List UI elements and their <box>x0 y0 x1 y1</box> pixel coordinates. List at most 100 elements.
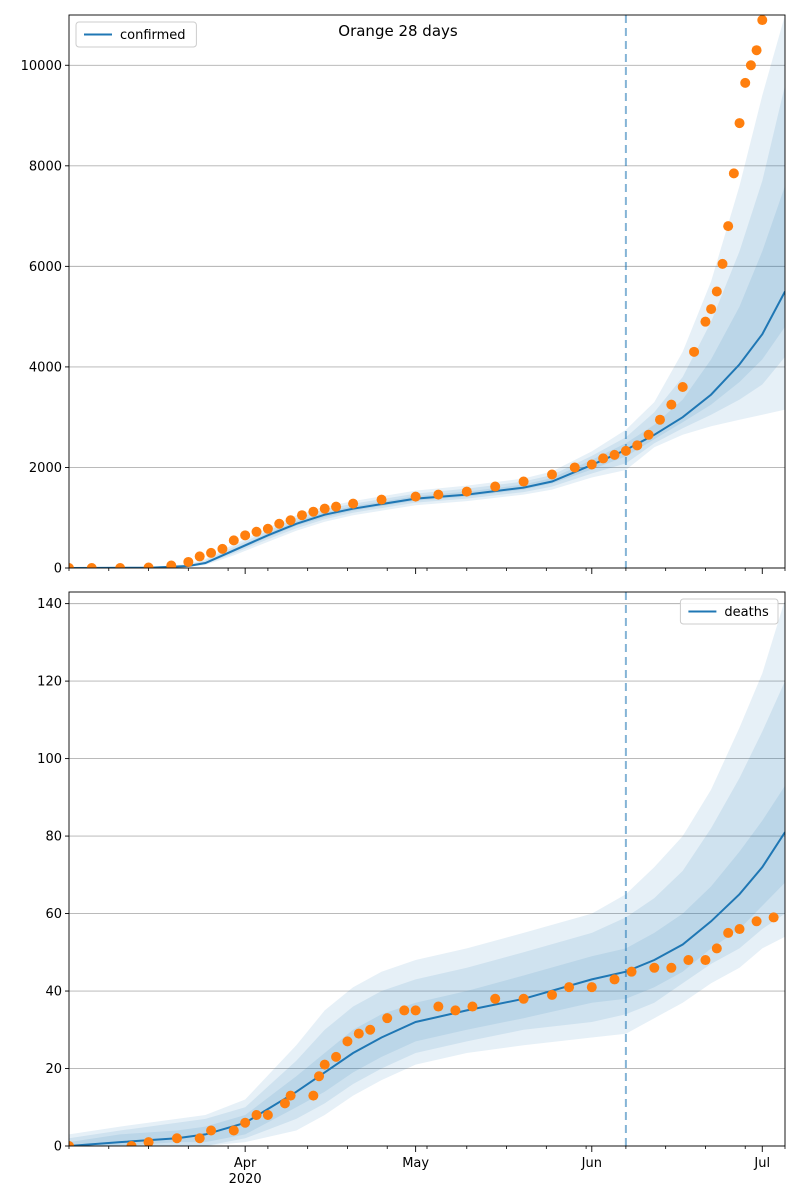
observed-point <box>262 1110 273 1121</box>
y-tick-label: 120 <box>37 675 62 690</box>
observed-point <box>382 1013 393 1024</box>
observed-point <box>643 429 654 440</box>
legend: deaths <box>679 598 779 625</box>
observed-point <box>365 1024 376 1035</box>
observed-point <box>586 982 597 993</box>
x-tick-label: Apr <box>234 1156 257 1171</box>
x-tick-label: Jul <box>753 1156 770 1171</box>
observed-point <box>274 518 285 529</box>
observed-point <box>518 993 529 1004</box>
y-tick-label: 140 <box>37 597 62 612</box>
observed-point <box>240 530 251 541</box>
observed-point <box>319 503 330 514</box>
observed-point <box>319 1059 330 1070</box>
observed-point <box>547 469 558 480</box>
observed-point <box>251 1110 262 1121</box>
observed-point <box>547 989 558 1000</box>
legend: confirmed <box>75 21 197 48</box>
observed-point <box>620 445 631 456</box>
observed-point <box>467 1001 478 1012</box>
plot-area <box>69 15 785 568</box>
observed-point <box>632 440 643 451</box>
observed-point <box>751 916 762 927</box>
y-tick-label: 60 <box>45 907 62 922</box>
x-tick-label: May <box>402 1156 429 1171</box>
observed-point <box>609 974 620 985</box>
observed-point <box>723 927 734 938</box>
observed-point <box>348 498 359 509</box>
observed-point <box>666 962 677 973</box>
observed-point <box>285 1090 296 1101</box>
plot-area <box>69 592 785 1146</box>
y-tick-label: 40 <box>45 985 62 1000</box>
observed-point <box>331 501 342 512</box>
observed-point <box>745 60 756 71</box>
observed-point <box>308 1090 319 1101</box>
observed-point <box>285 515 296 526</box>
y-tick-label: 10000 <box>21 59 62 74</box>
legend-box <box>75 21 197 48</box>
observed-point <box>768 912 779 923</box>
observed-point <box>279 1098 290 1109</box>
observed-point <box>376 494 387 505</box>
observed-point <box>342 1036 353 1047</box>
y-tick-label: 6000 <box>29 260 62 275</box>
observed-point <box>677 382 688 393</box>
observed-point <box>166 560 177 568</box>
legend-label: deaths <box>724 605 769 620</box>
observed-point <box>410 1005 421 1016</box>
observed-point <box>490 993 501 1004</box>
legend-label: confirmed <box>120 28 186 43</box>
observed-point <box>450 1005 461 1016</box>
observed-point <box>262 523 273 534</box>
observed-point <box>518 476 529 487</box>
observed-point <box>740 77 751 88</box>
observed-point <box>126 1141 137 1146</box>
observed-point <box>433 1001 444 1012</box>
observed-point <box>734 118 745 129</box>
observed-point <box>728 168 739 179</box>
observed-point <box>251 526 262 537</box>
uncertainty-band <box>69 15 785 568</box>
observed-point <box>569 462 580 473</box>
observed-point <box>143 1137 154 1146</box>
observed-point <box>183 556 194 567</box>
observed-point <box>69 1141 74 1146</box>
observed-point <box>711 286 722 297</box>
observed-point <box>240 1117 251 1128</box>
observed-point <box>689 346 700 357</box>
observed-point <box>314 1071 325 1082</box>
y-tick-label: 0 <box>54 1140 62 1155</box>
observed-point <box>194 1133 205 1144</box>
observed-point <box>308 506 319 517</box>
observed-point <box>723 221 734 232</box>
y-tick-label: 20 <box>45 1062 62 1077</box>
y-tick-label: 80 <box>45 830 62 845</box>
axes-frame <box>68 14 786 569</box>
observed-point <box>626 966 637 977</box>
observed-point <box>217 543 228 554</box>
observed-point <box>353 1028 364 1039</box>
observed-point <box>115 563 126 568</box>
chart-title: Orange 28 days <box>338 22 458 40</box>
observed-point <box>654 414 665 425</box>
observed-point <box>194 551 205 562</box>
observed-point <box>609 449 620 460</box>
observed-point <box>711 943 722 954</box>
uncertainty-band <box>69 681 785 1146</box>
observed-point <box>206 547 217 558</box>
y-tick-label: 100 <box>37 752 62 767</box>
x-tick-sublabel: 2020 <box>229 1172 262 1187</box>
observed-point <box>751 45 762 56</box>
legend-box <box>679 598 779 625</box>
observed-point <box>206 1125 217 1136</box>
observed-point <box>86 563 97 568</box>
y-tick-label: 4000 <box>29 360 62 375</box>
x-tick-label: Jun <box>581 1156 602 1171</box>
observed-point <box>296 510 307 521</box>
observed-point <box>700 316 711 327</box>
y-tick-label: 8000 <box>29 159 62 174</box>
observed-point <box>171 1133 182 1144</box>
